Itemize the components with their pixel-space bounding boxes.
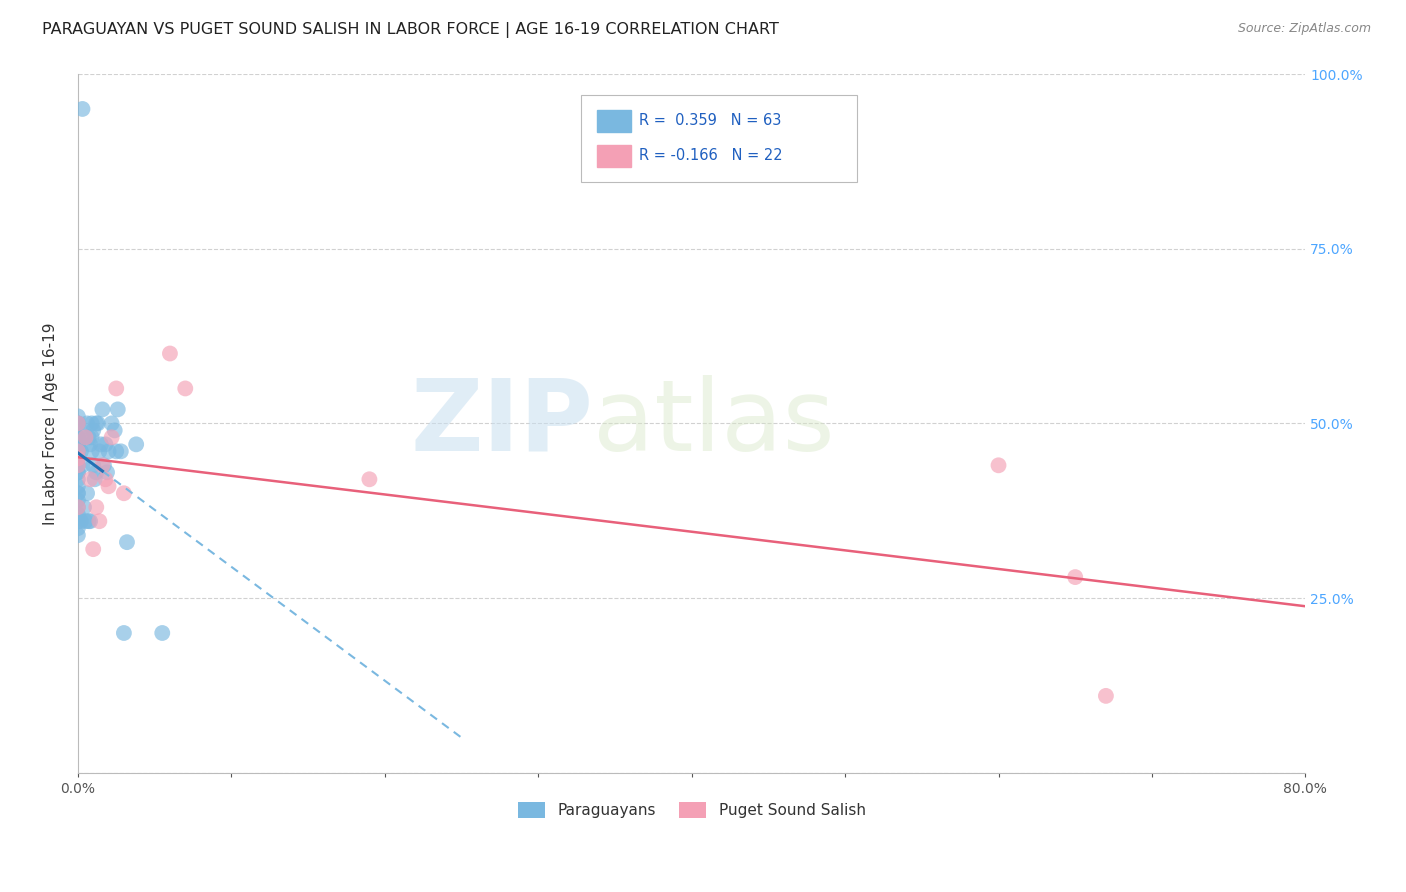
Point: [66, 451, 89, 466]
Text: Source: ZipAtlas.com: Source: ZipAtlas.com: [1237, 22, 1371, 36]
Point: [150, 626, 173, 640]
Point: [66, 507, 89, 521]
Point: [66, 417, 89, 431]
Point: [91, 458, 114, 473]
Point: [66, 465, 89, 479]
Point: [97, 479, 120, 493]
Point: [66, 472, 89, 486]
Point: [66, 486, 89, 500]
Point: [82, 542, 104, 557]
Point: [159, 346, 181, 360]
Point: [76, 417, 98, 431]
Point: [66, 437, 89, 451]
Point: [75, 514, 97, 528]
Point: [66, 430, 89, 444]
Point: [66, 458, 89, 473]
Point: [94, 472, 117, 486]
Point: [89, 444, 111, 458]
Point: [105, 444, 128, 458]
Point: [66, 430, 89, 444]
Point: [1064, 570, 1087, 584]
Point: [105, 381, 128, 395]
Point: [72, 102, 94, 116]
Point: [66, 417, 89, 431]
Point: [70, 444, 93, 458]
Point: [73, 500, 96, 515]
Point: [70, 514, 93, 528]
Point: [66, 444, 89, 458]
Point: [66, 500, 89, 515]
Point: [89, 514, 111, 528]
Text: atlas: atlas: [593, 375, 835, 472]
Point: [66, 437, 89, 451]
Point: [93, 458, 115, 473]
FancyBboxPatch shape: [581, 95, 858, 182]
Point: [359, 472, 381, 486]
Point: [77, 514, 100, 528]
Text: ZIP: ZIP: [411, 375, 593, 472]
Point: [66, 444, 89, 458]
Text: R =  0.359   N = 63: R = 0.359 N = 63: [638, 113, 782, 128]
Point: [75, 430, 97, 444]
Point: [97, 444, 120, 458]
Point: [66, 458, 89, 473]
Point: [82, 423, 104, 437]
Point: [75, 430, 97, 444]
Point: [66, 465, 89, 479]
Point: [66, 409, 89, 424]
Point: [66, 458, 89, 473]
Point: [115, 535, 138, 549]
Point: [112, 486, 135, 500]
Point: [66, 528, 89, 542]
Point: [112, 626, 135, 640]
Point: [79, 514, 101, 528]
Point: [80, 417, 103, 431]
Legend: Paraguayans, Puget Sound Salish: Paraguayans, Puget Sound Salish: [512, 796, 872, 824]
Point: [987, 458, 1010, 473]
Point: [66, 417, 89, 431]
Point: [96, 465, 118, 479]
Point: [66, 521, 89, 535]
Point: [100, 430, 122, 444]
Point: [66, 444, 89, 458]
Y-axis label: In Labor Force | Age 16-19: In Labor Force | Age 16-19: [44, 322, 59, 524]
Point: [66, 451, 89, 466]
Point: [79, 437, 101, 451]
Point: [66, 514, 89, 528]
Point: [110, 444, 132, 458]
Point: [77, 430, 100, 444]
Point: [107, 402, 129, 417]
Point: [100, 417, 122, 431]
Text: PARAGUAYAN VS PUGET SOUND SALISH IN LABOR FORCE | AGE 16-19 CORRELATION CHART: PARAGUAYAN VS PUGET SOUND SALISH IN LABO…: [42, 22, 779, 38]
Point: [80, 444, 103, 458]
Point: [66, 479, 89, 493]
Point: [125, 437, 148, 451]
Point: [174, 381, 197, 395]
Point: [80, 430, 103, 444]
Point: [84, 417, 107, 431]
Point: [66, 486, 89, 500]
Point: [79, 472, 101, 486]
Point: [84, 500, 107, 515]
Point: [83, 472, 105, 486]
Point: [76, 486, 98, 500]
Point: [90, 437, 112, 451]
Point: [104, 423, 127, 437]
Point: [82, 458, 104, 473]
Point: [84, 465, 107, 479]
Point: [66, 493, 89, 508]
Point: [94, 437, 117, 451]
Point: [87, 417, 110, 431]
Point: [66, 500, 89, 515]
Text: R = -0.166   N = 22: R = -0.166 N = 22: [638, 148, 783, 163]
Point: [72, 458, 94, 473]
Bar: [598, 145, 631, 167]
Bar: [598, 110, 631, 132]
Point: [66, 423, 89, 437]
Point: [91, 402, 114, 417]
Point: [1095, 689, 1118, 703]
